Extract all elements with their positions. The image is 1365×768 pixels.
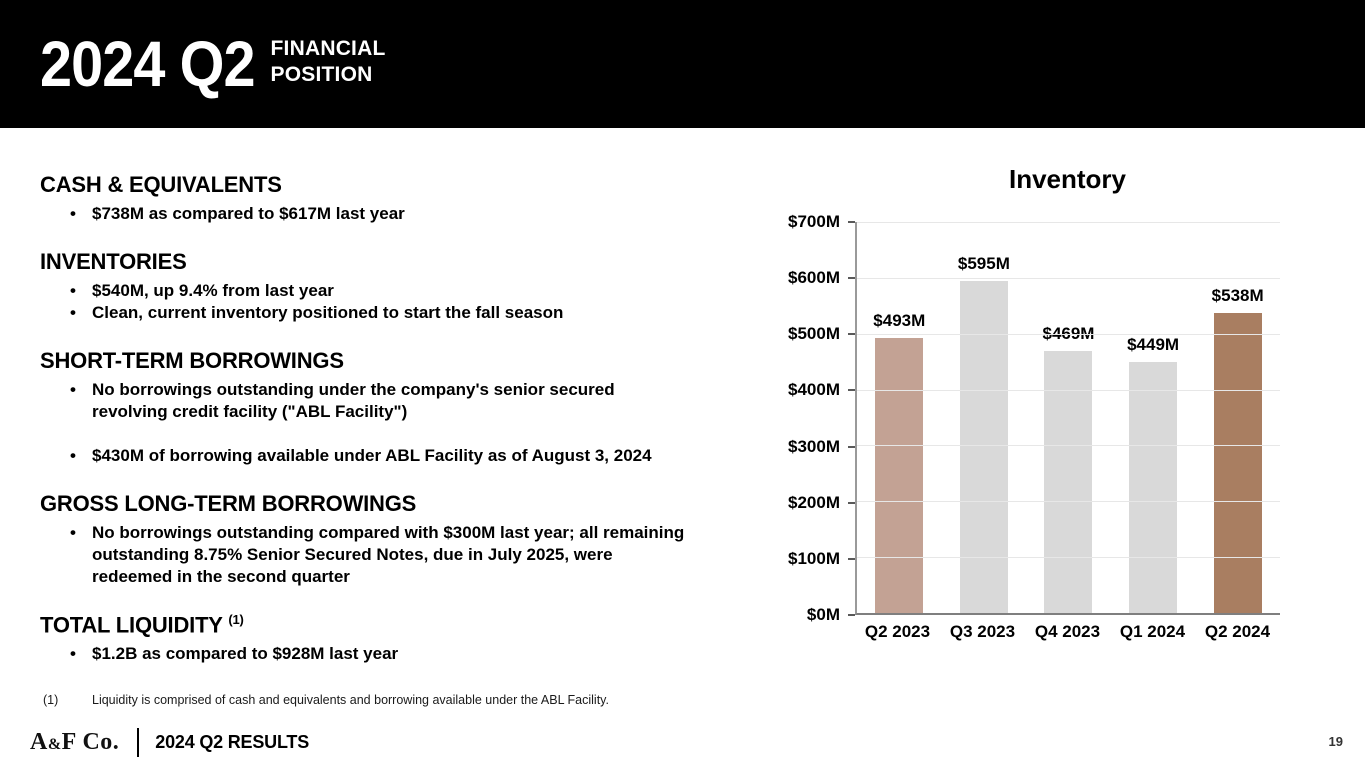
y-axis-tick-mark bbox=[848, 221, 855, 223]
y-axis-tick-mark bbox=[848, 557, 855, 560]
bullet-item: • No borrowings outstanding under the com… bbox=[40, 379, 775, 423]
bullet-dot: • bbox=[70, 380, 76, 399]
bar-group: $595M bbox=[942, 222, 1027, 613]
y-axis-tick-label: $200M bbox=[788, 492, 840, 512]
financial-position-sections: CASH & EQUIVALENTS • $738M as compared to … bbox=[40, 172, 775, 665]
bar-group: $538M bbox=[1195, 222, 1280, 613]
y-axis-tick-label: $700M bbox=[788, 212, 840, 231]
chart-bars-area: $493M $595M $469M $449M $538M bbox=[855, 222, 1280, 615]
ampersand: & bbox=[47, 735, 62, 753]
page-number: 19 bbox=[1328, 734, 1343, 749]
footer-title: 2024 Q2 RESULTS bbox=[155, 731, 310, 752]
y-axis-tick-label: $300M bbox=[788, 436, 840, 456]
section-heading: TOTAL LIQUIDITY (1) bbox=[40, 612, 244, 638]
section-heading: CASH & EQUIVALENTS bbox=[40, 172, 282, 197]
y-axis-tick-label: $0M bbox=[806, 605, 840, 624]
y-axis-tick-mark bbox=[848, 445, 855, 448]
page-subtitle-line1: FINANCIAL bbox=[270, 37, 386, 61]
page-title: 2024 Q2 bbox=[40, 28, 256, 100]
y-axis-tick-label: $100M bbox=[788, 548, 840, 568]
bar bbox=[875, 337, 924, 613]
bullet-text: No borrowings outstanding under the comp… bbox=[92, 380, 615, 421]
y-axis-tick-label: $500M bbox=[788, 324, 840, 344]
page-subtitle-line2: POSITION bbox=[270, 63, 373, 86]
footer-divider bbox=[137, 727, 140, 757]
gridline bbox=[857, 389, 1280, 391]
y-axis-tick-mark bbox=[848, 333, 855, 336]
y-axis-tick-mark bbox=[848, 277, 855, 280]
gridline bbox=[857, 445, 1280, 447]
bullet-text: No borrowings outstanding compared with … bbox=[92, 523, 685, 586]
bullet-text: $430M of borrowing available under ABL F… bbox=[92, 446, 652, 465]
bar-data-label: $493M bbox=[873, 310, 926, 330]
bullet-item: • $430M of borrowing available under ABL … bbox=[40, 445, 775, 467]
footnote-marker: (1) bbox=[43, 693, 59, 707]
chart-x-axis: Q2 2023 Q3 2023 Q4 2023 Q1 2024 Q2 2024 bbox=[855, 622, 1280, 642]
inventory-chart: Inventory $700M $600M $500M $400M $300M $200M… bbox=[782, 164, 1280, 642]
bar bbox=[1213, 312, 1262, 613]
y-axis-tick-mark bbox=[848, 389, 855, 392]
bullet-dot: • bbox=[70, 523, 76, 542]
gridline bbox=[857, 222, 1280, 223]
chart-plot-area: $700M $600M $500M $400M $300M $200M $100M $0M $… bbox=[782, 212, 1280, 624]
bullet-text: $738M as compared to $617M last year bbox=[92, 204, 405, 223]
bar bbox=[959, 280, 1008, 613]
bar-group: $449M bbox=[1111, 222, 1196, 613]
y-axis-tick-mark bbox=[848, 501, 855, 504]
bar-data-label: $538M bbox=[1211, 285, 1264, 305]
bullet-text: $1.2B as compared to $928M last year bbox=[92, 644, 399, 664]
bar-data-label: $449M bbox=[1127, 335, 1180, 355]
bullet-dot: • bbox=[70, 446, 76, 465]
gridline bbox=[857, 333, 1280, 335]
x-axis-category-label: Q4 2023 bbox=[1034, 622, 1101, 641]
bullet-item: • $1.2B as compared to $928M last year bbox=[40, 643, 775, 665]
chart-y-axis: $700M $600M $500M $400M $300M $200M $100M $0M bbox=[782, 212, 855, 624]
section-heading: GROSS LONG-TERM BORROWINGS bbox=[40, 491, 417, 516]
bullet-text: $540M, up 9.4% from last year bbox=[92, 281, 334, 300]
footer-bar: A&F Co. 2024 Q2 RESULTS bbox=[30, 727, 309, 757]
section-heading: INVENTORIES bbox=[40, 249, 187, 274]
y-axis-tick-label: $600M bbox=[788, 268, 840, 288]
header-bar: 2024 Q2 FINANCIAL POSITION bbox=[0, 0, 1365, 128]
bullet-item: • $540M, up 9.4% from last year bbox=[40, 280, 775, 302]
footnote: (1) Liquidity is comprised of cash and e… bbox=[43, 693, 609, 707]
footnote-text: Liquidity is comprised of cash and equiv… bbox=[92, 693, 609, 707]
bullet-dot: • bbox=[70, 281, 76, 300]
page-subtitle: FINANCIAL POSITION bbox=[271, 36, 386, 87]
bullet-dot: • bbox=[70, 644, 76, 664]
bullet-dot: • bbox=[70, 303, 76, 322]
bullet-text: Clean, current inventory positioned to s… bbox=[92, 303, 564, 322]
gridline bbox=[857, 501, 1280, 503]
bar-group: $469M bbox=[1026, 222, 1111, 613]
section-heading: SHORT-TERM BORROWINGS bbox=[40, 348, 344, 373]
company-logo: A&F Co. bbox=[30, 728, 120, 755]
bullet-item: • $738M as compared to $617M last year bbox=[40, 203, 775, 225]
y-axis-tick-mark bbox=[848, 614, 855, 616]
y-axis-tick-label: $400M bbox=[788, 380, 840, 400]
heading-footnote-ref: (1) bbox=[228, 612, 244, 627]
bullet-item: • Clean, current inventory positioned to … bbox=[40, 302, 775, 324]
bullet-dot: • bbox=[70, 204, 76, 223]
chart-title: Inventory bbox=[1008, 164, 1127, 194]
gridline bbox=[857, 277, 1280, 279]
bar-data-label: $469M bbox=[1042, 324, 1095, 344]
x-axis-category-label: Q2 2023 bbox=[864, 622, 931, 641]
chart-bars: $493M $595M $469M $449M $538M bbox=[857, 222, 1280, 613]
bullet-item: • No borrowings outstanding compared with… bbox=[40, 522, 775, 588]
x-axis-category-label: Q3 2023 bbox=[949, 622, 1016, 641]
bar bbox=[1044, 351, 1093, 613]
bar-group: $493M bbox=[857, 222, 942, 613]
bar-data-label: $595M bbox=[957, 253, 1010, 273]
gridline bbox=[857, 557, 1280, 559]
bar bbox=[1129, 362, 1178, 613]
x-axis-category-label: Q2 2024 bbox=[1204, 622, 1271, 641]
x-axis-category-label: Q1 2024 bbox=[1119, 622, 1186, 641]
